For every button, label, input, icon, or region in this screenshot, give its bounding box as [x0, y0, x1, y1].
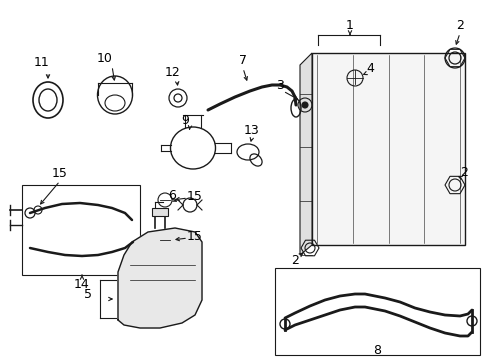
Text: 3: 3 — [276, 78, 284, 91]
Text: 14: 14 — [74, 279, 90, 292]
Text: 15: 15 — [187, 189, 203, 202]
Polygon shape — [299, 53, 311, 255]
Text: 2: 2 — [290, 253, 298, 266]
Text: 10: 10 — [97, 51, 113, 64]
Text: 15: 15 — [52, 166, 68, 180]
Text: 2: 2 — [455, 18, 463, 32]
Text: 9: 9 — [181, 113, 188, 126]
Text: 4: 4 — [366, 62, 373, 75]
Bar — [22, 185, 140, 275]
Bar — [152, 208, 168, 216]
Circle shape — [302, 102, 307, 108]
Text: 5: 5 — [84, 288, 92, 302]
Text: 15: 15 — [187, 230, 203, 243]
Polygon shape — [118, 228, 202, 328]
Text: 11: 11 — [34, 55, 50, 68]
Bar — [274, 268, 479, 355]
Text: 1: 1 — [346, 18, 353, 32]
Text: 12: 12 — [165, 66, 181, 78]
Text: 13: 13 — [244, 123, 259, 136]
Text: 2: 2 — [459, 166, 467, 179]
Text: 8: 8 — [372, 343, 380, 356]
Text: 7: 7 — [239, 54, 246, 67]
Bar — [311, 53, 464, 245]
Text: 6: 6 — [168, 189, 176, 202]
